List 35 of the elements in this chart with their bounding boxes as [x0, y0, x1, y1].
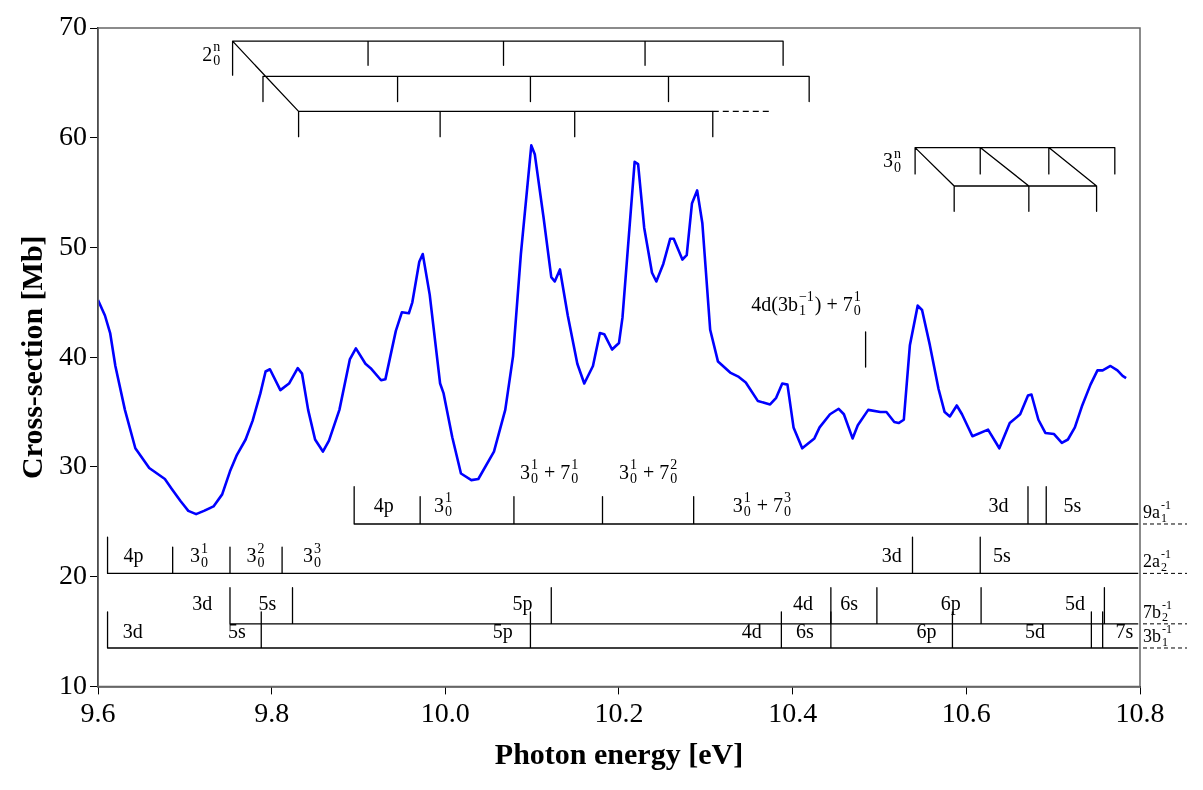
y-tick-label: 20 [59, 559, 87, 591]
annotation: 5p [512, 592, 533, 616]
annotation: 4d [741, 619, 762, 642]
annotation: 5s [258, 592, 277, 615]
y-tick-label: 70 [59, 10, 87, 42]
annotation: 3d [988, 493, 1009, 516]
annotation: 6s [795, 619, 814, 642]
y-tick-label: 60 [59, 120, 87, 152]
x-tick-label: 10.0 [420, 696, 470, 728]
annotation: 4d [793, 592, 814, 615]
x-tick-label: 10.4 [768, 696, 818, 728]
x-tick-label: 10.6 [941, 696, 991, 728]
annotation: 4p [373, 493, 394, 517]
annotation: 4p [123, 544, 144, 568]
annotation: 6s [840, 592, 859, 615]
x-tick-label: 10.8 [1115, 696, 1165, 728]
y-tick-label: 30 [59, 449, 87, 481]
annotation: 5s [228, 619, 247, 642]
annotation: 6p [916, 619, 937, 643]
annotation: 5d [1064, 592, 1085, 615]
y-tick-label: 40 [59, 339, 87, 371]
y-tick-label: 50 [59, 229, 87, 261]
annotation: 3d [192, 592, 213, 615]
annotation: 5s [993, 544, 1012, 567]
annotation: 7s [1115, 619, 1134, 642]
annotation: 5s [1063, 493, 1082, 516]
y-axis-title: Cross-section [Mb] [14, 235, 48, 479]
annotation: 3d [122, 619, 143, 642]
annotation: 5d [1024, 619, 1045, 642]
x-axis-title: Photon energy [eV] [494, 736, 744, 770]
annotation: 3d [881, 544, 902, 567]
x-tick-label: 9.8 [254, 696, 290, 728]
x-tick-label: 10.2 [594, 696, 644, 728]
annotation: 5p [492, 619, 513, 643]
annotation: 6p [940, 592, 961, 616]
